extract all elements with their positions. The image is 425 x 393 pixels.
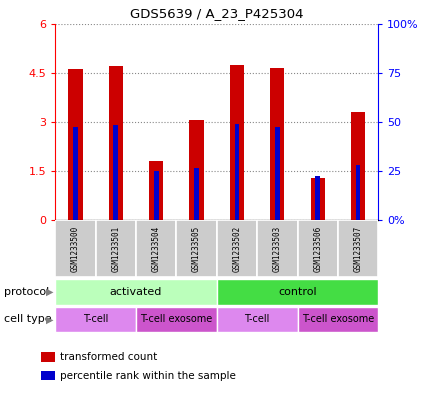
Text: T-cell exosome: T-cell exosome bbox=[302, 314, 374, 324]
Text: control: control bbox=[278, 287, 317, 297]
Bar bbox=[351, 112, 365, 220]
Bar bbox=[154, 171, 159, 220]
Bar bbox=[96, 220, 136, 277]
Bar bbox=[113, 125, 118, 220]
Text: GSM1233502: GSM1233502 bbox=[232, 226, 241, 272]
Bar bbox=[311, 178, 325, 220]
Text: ▶: ▶ bbox=[46, 314, 54, 324]
Bar bbox=[356, 165, 360, 220]
Text: percentile rank within the sample: percentile rank within the sample bbox=[60, 371, 236, 381]
Text: GSM1233504: GSM1233504 bbox=[152, 226, 161, 272]
Bar bbox=[194, 168, 199, 220]
Bar bbox=[298, 220, 338, 277]
Bar bbox=[217, 307, 298, 332]
Bar bbox=[136, 307, 217, 332]
Bar bbox=[217, 279, 378, 305]
Bar bbox=[149, 161, 163, 220]
Bar bbox=[176, 220, 217, 277]
Bar bbox=[217, 220, 257, 277]
Text: transformed count: transformed count bbox=[60, 352, 157, 362]
Text: protocol: protocol bbox=[4, 287, 49, 297]
Bar bbox=[190, 120, 204, 220]
Text: T-cell: T-cell bbox=[83, 314, 108, 324]
Text: ▶: ▶ bbox=[46, 287, 54, 297]
Bar bbox=[235, 124, 239, 220]
Bar bbox=[42, 371, 54, 380]
Bar bbox=[315, 176, 320, 220]
Bar bbox=[275, 127, 280, 220]
Text: GSM1233500: GSM1233500 bbox=[71, 226, 80, 272]
Bar bbox=[338, 220, 378, 277]
Text: cell type: cell type bbox=[4, 314, 52, 324]
Bar bbox=[109, 66, 123, 220]
Text: GSM1233506: GSM1233506 bbox=[313, 226, 322, 272]
Text: activated: activated bbox=[110, 287, 162, 297]
Bar bbox=[73, 127, 78, 220]
Bar bbox=[270, 68, 284, 220]
Bar bbox=[298, 307, 378, 332]
Text: GSM1233505: GSM1233505 bbox=[192, 226, 201, 272]
Bar bbox=[55, 307, 136, 332]
Bar bbox=[42, 352, 54, 362]
Text: GSM1233501: GSM1233501 bbox=[111, 226, 120, 272]
Text: GSM1233503: GSM1233503 bbox=[273, 226, 282, 272]
Bar bbox=[136, 220, 176, 277]
Title: GDS5639 / A_23_P425304: GDS5639 / A_23_P425304 bbox=[130, 7, 303, 20]
Text: T-cell: T-cell bbox=[244, 314, 270, 324]
Bar bbox=[68, 70, 82, 220]
Bar bbox=[55, 279, 217, 305]
Bar bbox=[230, 64, 244, 220]
Text: T-cell exosome: T-cell exosome bbox=[140, 314, 212, 324]
Bar bbox=[55, 220, 96, 277]
Bar bbox=[257, 220, 298, 277]
Text: GSM1233507: GSM1233507 bbox=[354, 226, 363, 272]
